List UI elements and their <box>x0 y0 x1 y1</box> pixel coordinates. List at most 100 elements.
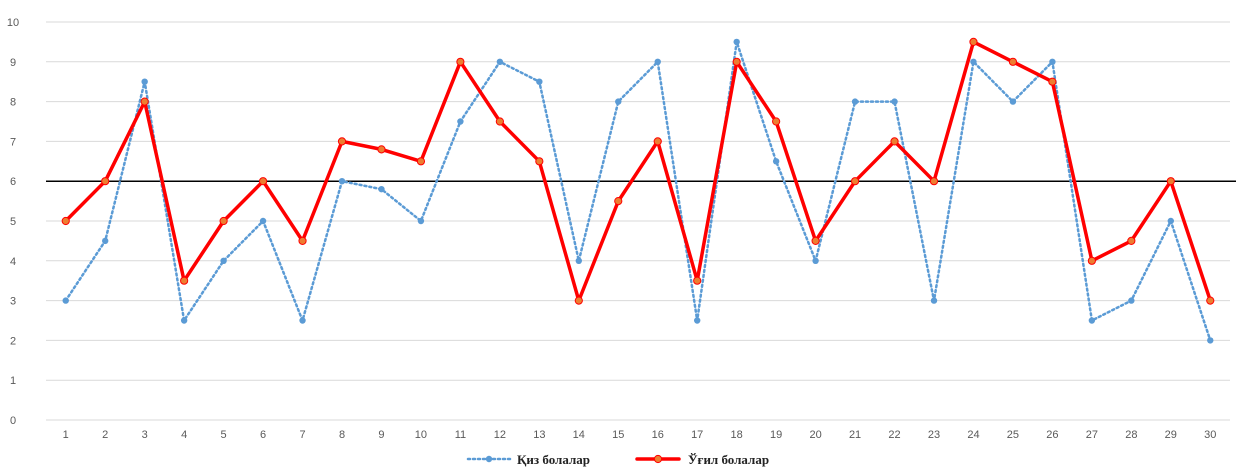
x-tick-label: 9 <box>378 429 384 441</box>
data-point <box>259 217 267 225</box>
data-point <box>574 296 583 305</box>
data-point <box>536 78 543 85</box>
x-tick-label: 2 <box>102 429 108 441</box>
y-tick-label: 7 <box>10 136 16 148</box>
x-tick-label: 30 <box>1204 429 1216 441</box>
x-tick-label: 19 <box>770 429 782 441</box>
legend-label: Қиз болалар <box>517 452 590 467</box>
data-point <box>1167 217 1175 225</box>
data-point <box>298 236 307 245</box>
x-tick-label: 29 <box>1165 429 1177 441</box>
data-point <box>1087 256 1096 265</box>
data-point <box>1128 297 1135 304</box>
data-point <box>575 257 582 264</box>
data-point <box>219 216 228 226</box>
y-tick-label: 10 <box>7 17 19 29</box>
y-tick-label: 6 <box>10 176 16 188</box>
data-point <box>496 58 504 65</box>
data-point <box>1048 77 1057 86</box>
data-point <box>1206 296 1215 305</box>
x-tick-label: 26 <box>1046 429 1058 441</box>
data-point <box>495 117 504 126</box>
x-tick-label: 27 <box>1086 429 1098 441</box>
grid-lines <box>46 21 1230 381</box>
data-point <box>811 236 820 245</box>
data-point <box>258 177 268 186</box>
data-point <box>417 217 425 225</box>
data-point <box>969 37 978 47</box>
data-point <box>930 297 938 304</box>
data-point <box>337 137 347 146</box>
legend: Қиз болалар Ўғил болалар <box>466 452 769 467</box>
series-lines <box>61 37 1215 344</box>
data-point <box>653 137 662 146</box>
y-tick-label: 5 <box>10 216 16 228</box>
data-point <box>378 185 385 193</box>
data-point <box>416 157 426 166</box>
data-point <box>970 58 977 65</box>
data-point <box>338 178 346 185</box>
data-point <box>61 216 70 226</box>
x-tick-label: 12 <box>494 429 506 441</box>
x-tick-label: 15 <box>612 429 624 441</box>
x-tick-label: 6 <box>260 429 266 441</box>
data-point <box>614 197 623 206</box>
series-1 <box>62 38 1214 344</box>
legend-item-2: Ўғил болалар <box>635 452 769 467</box>
data-point <box>812 257 819 264</box>
data-point <box>732 57 741 66</box>
x-tick-label: 18 <box>731 429 743 441</box>
y-tick-label: 8 <box>10 97 16 109</box>
data-point <box>62 297 69 304</box>
y-tick-label: 3 <box>10 296 16 308</box>
data-point <box>851 98 859 105</box>
x-tick-label: 14 <box>573 429 585 441</box>
x-tick-label: 22 <box>888 429 900 441</box>
data-point <box>180 276 189 285</box>
data-point <box>140 97 149 106</box>
series-line <box>64 40 1212 342</box>
x-tick-label: 7 <box>299 429 305 441</box>
x-axis-tick-labels: 1 2 3 4 5 6 7 8 9 10 11 12 13 14 15 16 17 18 19 20 21 22 23 24 2… <box>63 429 1217 441</box>
y-axis-tick-labels: 0 1 2 3 4 5 6 7 8 9 10 <box>7 17 19 427</box>
series-line <box>63 40 1213 303</box>
data-point <box>693 276 702 285</box>
data-point <box>772 158 780 165</box>
x-tick-label: 13 <box>533 429 545 441</box>
y-tick-label: 9 <box>10 57 16 69</box>
x-tick-label: 17 <box>691 429 703 441</box>
x-tick-label: 11 <box>455 429 466 441</box>
x-tick-label: 8 <box>339 429 345 441</box>
series-2 <box>61 37 1215 305</box>
legend-marker <box>485 455 493 463</box>
y-tick-label: 2 <box>10 335 16 347</box>
x-tick-label: 25 <box>1007 429 1019 441</box>
data-point <box>377 145 386 154</box>
data-point <box>772 117 781 126</box>
data-point <box>1127 236 1136 245</box>
legend-label: Ўғил болалар <box>688 452 769 467</box>
data-point <box>1088 317 1096 324</box>
data-point <box>1049 58 1056 65</box>
data-point <box>1009 98 1017 105</box>
x-tick-label: 16 <box>652 429 664 441</box>
data-point <box>733 38 740 46</box>
data-point <box>457 118 464 125</box>
data-point <box>141 78 148 85</box>
data-point <box>456 57 465 66</box>
data-point <box>1166 177 1175 186</box>
data-point <box>1207 337 1214 344</box>
x-tick-label: 21 <box>849 429 861 441</box>
data-point <box>850 177 860 186</box>
y-tick-label: 4 <box>10 256 16 268</box>
data-point <box>1008 57 1018 66</box>
x-tick-label: 24 <box>967 429 979 441</box>
data-point <box>694 317 701 324</box>
x-tick-label: 3 <box>142 429 148 441</box>
data-point <box>535 157 544 166</box>
y-tick-label: 0 <box>10 415 16 427</box>
data-point <box>615 98 622 105</box>
data-point <box>890 137 899 146</box>
x-tick-label: 5 <box>221 429 227 441</box>
